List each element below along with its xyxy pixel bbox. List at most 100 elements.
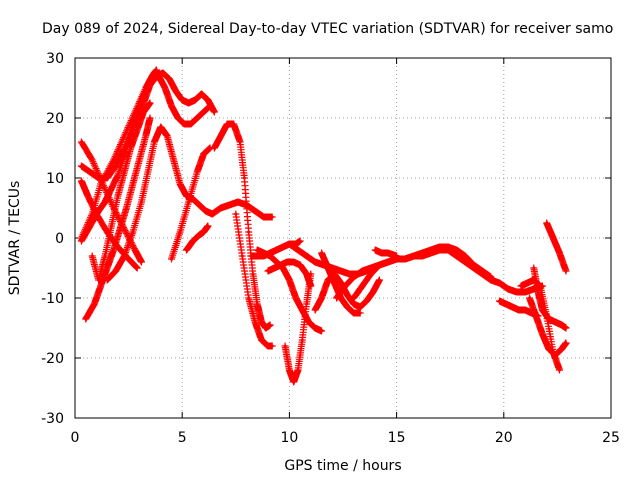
- data-point: [551, 236, 555, 240]
- data-point: [564, 326, 568, 330]
- data-point: [287, 242, 291, 246]
- data-point: [540, 332, 544, 336]
- data-point: [202, 110, 206, 114]
- data-point: [148, 101, 152, 105]
- data-point: [122, 227, 126, 231]
- data-point: [386, 251, 390, 255]
- data-point: [515, 290, 519, 294]
- data-point: [519, 284, 523, 288]
- data-point: [558, 368, 562, 372]
- data-point: [309, 272, 313, 276]
- data-point: [92, 302, 96, 306]
- data-point: [553, 320, 557, 324]
- data-point: [219, 206, 223, 210]
- data-point: [386, 260, 390, 264]
- data-point: [107, 191, 111, 195]
- data-point: [187, 101, 191, 105]
- data-point: [260, 320, 264, 324]
- series-arc-26: [530, 264, 570, 332]
- y-tick-label: 20: [46, 111, 64, 127]
- data-point: [463, 260, 467, 264]
- data-point: [131, 230, 135, 234]
- data-point: [564, 269, 568, 273]
- data-point: [131, 182, 135, 186]
- series-arc-12: [232, 210, 276, 350]
- y-tick-label: 0: [55, 231, 64, 247]
- data-point: [105, 266, 109, 270]
- series-arc-8: [103, 123, 276, 284]
- data-point: [122, 254, 126, 258]
- data-point: [124, 146, 128, 150]
- data-point: [281, 245, 285, 249]
- data-point: [180, 98, 184, 102]
- data-point: [352, 275, 356, 279]
- data-point: [240, 254, 244, 258]
- data-point: [167, 77, 171, 81]
- series-arc-25: [526, 294, 570, 359]
- series-arc-7: [88, 99, 154, 284]
- data-point: [109, 224, 113, 228]
- data-point: [420, 251, 424, 255]
- data-point: [193, 98, 197, 102]
- data-point: [129, 146, 133, 150]
- data-point: [528, 296, 532, 300]
- data-point: [547, 347, 551, 351]
- data-point: [287, 368, 291, 372]
- data-point: [358, 305, 362, 309]
- data-point: [79, 239, 83, 243]
- data-point: [365, 299, 369, 303]
- data-point: [139, 260, 143, 264]
- data-point: [377, 278, 381, 282]
- y-tick-label: -30: [41, 411, 64, 427]
- data-point: [139, 200, 143, 204]
- data-point: [88, 224, 92, 228]
- data-point: [320, 329, 324, 333]
- data-point: [189, 122, 193, 126]
- data-point: [101, 182, 105, 186]
- grid: [75, 58, 611, 418]
- data-point: [236, 200, 240, 204]
- data-point: [275, 260, 279, 264]
- data-point: [253, 209, 257, 213]
- data-point: [283, 344, 287, 348]
- data-point: [506, 287, 510, 291]
- data-point: [124, 206, 128, 210]
- data-point: [285, 260, 289, 264]
- data-point: [294, 296, 298, 300]
- data-point: [270, 215, 274, 219]
- data-point: [97, 278, 101, 282]
- data-point: [307, 320, 311, 324]
- data-point: [206, 224, 210, 228]
- data-point: [178, 230, 182, 234]
- data-point: [412, 254, 416, 258]
- data-point: [118, 227, 122, 231]
- data-point: [463, 254, 467, 258]
- data-point: [352, 296, 356, 300]
- data-point: [347, 272, 351, 276]
- data-point: [86, 194, 90, 198]
- data-point: [326, 278, 330, 282]
- x-tick-label: 25: [602, 430, 620, 446]
- data-point: [403, 257, 407, 261]
- data-point: [371, 290, 375, 294]
- data-point: [137, 158, 141, 162]
- x-tick-label: 0: [71, 430, 80, 446]
- data-point: [116, 194, 120, 198]
- series-markers: [543, 219, 570, 275]
- series-arc-22: [371, 246, 401, 260]
- data-point: [97, 176, 101, 180]
- data-point: [161, 71, 165, 75]
- series-arc-16: [281, 270, 315, 386]
- data-point: [148, 83, 152, 87]
- data-point: [122, 134, 126, 138]
- data-point: [154, 74, 158, 78]
- data-point: [300, 338, 304, 342]
- data-point: [360, 284, 364, 288]
- y-tick-label: -20: [41, 351, 64, 367]
- series-arc-11: [210, 120, 274, 332]
- data-point: [266, 344, 270, 348]
- axis-ticks: 0 5 10 15 20 25 -30 -20 -10 0 10 20 30: [41, 51, 620, 446]
- chart-title: Day 089 of 2024, Sidereal Day-to-day VTE…: [42, 21, 613, 37]
- data-point: [135, 128, 139, 132]
